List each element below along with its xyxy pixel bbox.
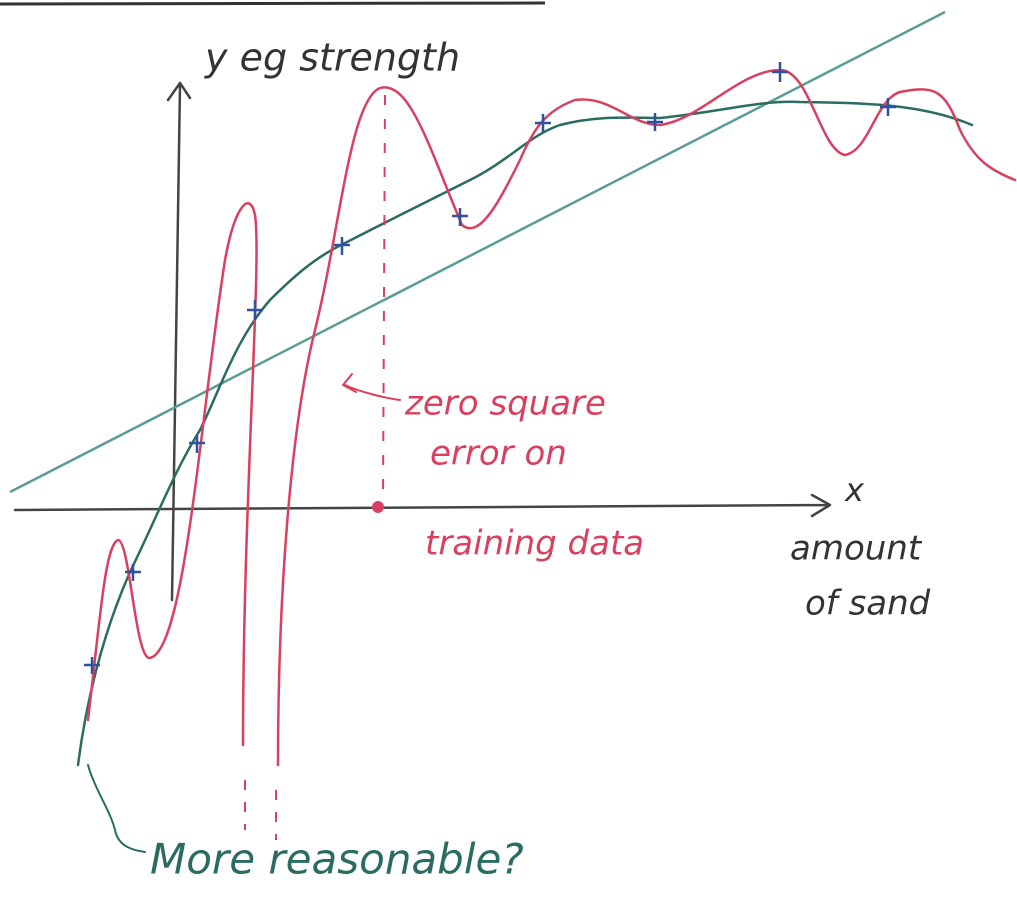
x-label: x	[844, 471, 865, 509]
zero-point	[372, 501, 384, 513]
x-caption: of sand	[805, 584, 931, 624]
top-rule	[0, 3, 545, 4]
diagram: y eg strength x amount of sand zero squa…	[0, 0, 1017, 901]
data-points	[84, 62, 896, 674]
x-caption: amount	[790, 529, 923, 569]
smooth-note: More reasonable?	[150, 835, 524, 884]
y-axis	[168, 83, 190, 600]
annotation-link	[88, 765, 145, 852]
overfit-note: zero square	[404, 384, 606, 424]
annotation-arrow	[343, 374, 400, 400]
overfit-note: training data	[425, 524, 644, 564]
overfit-note: error on	[430, 434, 567, 474]
y-label: y eg strength	[204, 36, 460, 80]
x-axis	[15, 495, 830, 516]
dashed-lead	[383, 95, 385, 500]
